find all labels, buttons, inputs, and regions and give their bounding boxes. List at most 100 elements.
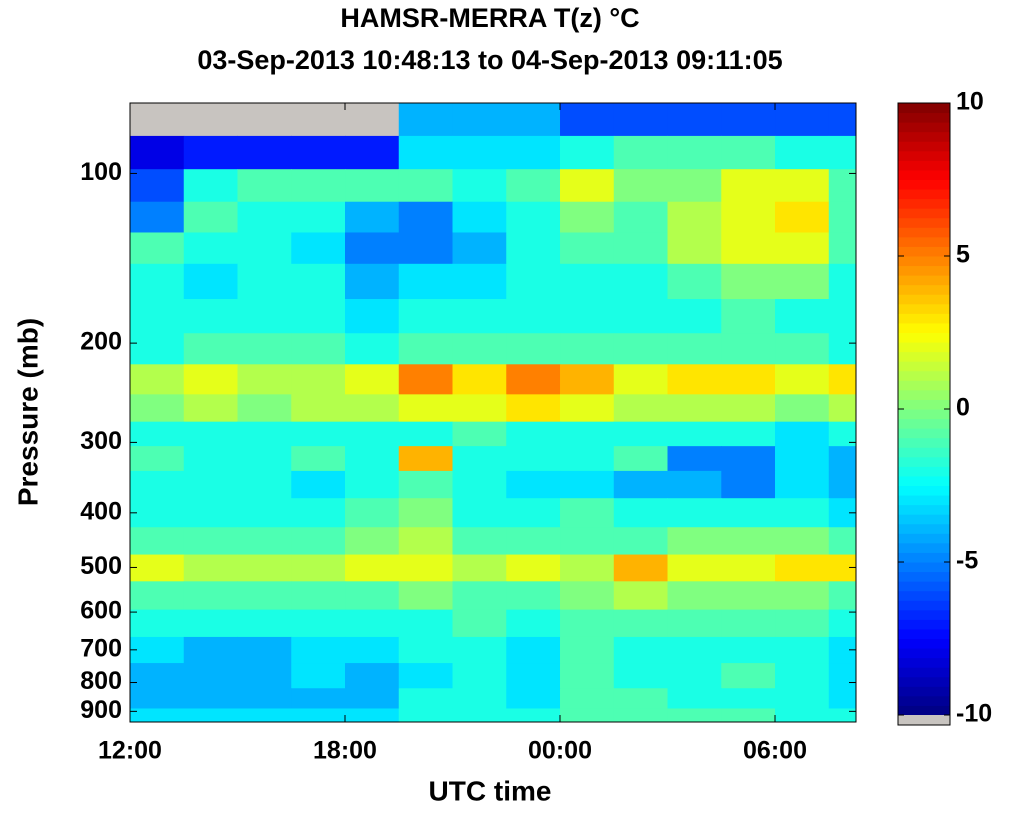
heat-cell bbox=[506, 581, 561, 611]
heat-cell bbox=[183, 470, 239, 499]
colorbar-slice bbox=[898, 514, 950, 525]
heat-cell bbox=[237, 394, 292, 423]
colorbar-slice bbox=[898, 628, 950, 639]
heat-cell bbox=[398, 333, 454, 365]
heat-cell bbox=[613, 688, 669, 709]
heat-cell bbox=[506, 636, 561, 664]
heat-cell bbox=[237, 581, 292, 611]
colorbar-slice bbox=[898, 552, 950, 563]
colorbar-missing bbox=[898, 715, 950, 725]
heat-cell bbox=[828, 446, 856, 472]
heat-cell bbox=[775, 333, 830, 365]
heat-cell bbox=[130, 554, 185, 582]
heat-cell bbox=[667, 554, 722, 582]
heat-cell bbox=[828, 688, 856, 709]
heat-cell bbox=[828, 708, 856, 722]
heat-cell bbox=[452, 333, 507, 365]
heat-cell bbox=[345, 299, 400, 334]
heat-cell bbox=[721, 609, 776, 638]
heat-cell bbox=[291, 554, 346, 582]
heat-cell bbox=[291, 446, 346, 472]
heat-cell bbox=[560, 333, 615, 365]
colorbar-tick-label: 0 bbox=[956, 394, 970, 422]
heat-cell bbox=[130, 446, 185, 472]
heat-cell bbox=[345, 688, 400, 709]
heat-cell bbox=[721, 201, 776, 233]
heat-cell bbox=[721, 688, 776, 709]
colorbar-slice bbox=[898, 399, 950, 410]
heat-cell bbox=[828, 394, 856, 423]
heat-cell bbox=[237, 232, 292, 265]
heat-cell bbox=[291, 394, 346, 423]
colorbar-slice bbox=[898, 447, 950, 458]
heat-cell bbox=[237, 135, 292, 170]
y-tick-label: 300 bbox=[80, 427, 122, 455]
colorbar-slice bbox=[898, 695, 950, 706]
y-tick-label: 700 bbox=[80, 634, 122, 662]
heat-cell bbox=[452, 688, 507, 709]
heat-cell bbox=[398, 688, 454, 709]
heat-cell bbox=[398, 421, 454, 447]
heat-cell bbox=[398, 708, 454, 722]
colorbar-slice bbox=[898, 284, 950, 295]
heat-cell bbox=[560, 299, 615, 334]
heat-cell bbox=[130, 232, 185, 265]
heat-cell bbox=[452, 103, 507, 137]
heat-cell bbox=[398, 299, 454, 334]
colorbar-slice bbox=[898, 179, 950, 190]
heat-cell bbox=[291, 527, 346, 556]
colorbar-slice bbox=[898, 676, 950, 687]
heat-cell bbox=[130, 201, 185, 233]
heat-cell bbox=[613, 364, 669, 395]
heat-cell bbox=[130, 421, 185, 447]
heat-cell bbox=[237, 688, 292, 709]
colorbar-slice bbox=[898, 332, 950, 343]
colorbar-slice bbox=[898, 485, 950, 496]
heat-cell bbox=[721, 232, 776, 265]
heat-cell bbox=[613, 394, 669, 423]
heat-cell bbox=[828, 201, 856, 233]
heat-cell bbox=[775, 421, 830, 447]
heat-cell bbox=[828, 263, 856, 300]
chart-subtitle: 03-Sep-2013 10:48:13 to 04-Sep-2013 09:1… bbox=[197, 45, 782, 75]
colorbar-slice bbox=[898, 495, 950, 506]
heat-cell bbox=[130, 333, 185, 365]
heat-cell bbox=[345, 333, 400, 365]
heatmap bbox=[130, 103, 856, 722]
colorbar-slice bbox=[898, 667, 950, 678]
heat-cell bbox=[183, 554, 239, 582]
heat-cell bbox=[506, 201, 561, 233]
heat-cell bbox=[183, 498, 239, 528]
heat-cell bbox=[237, 299, 292, 334]
heat-cell bbox=[183, 527, 239, 556]
heat-cell bbox=[828, 527, 856, 556]
heat-cell bbox=[775, 688, 830, 709]
colorbar-slice bbox=[898, 246, 950, 257]
x-tick-label: 00:00 bbox=[528, 737, 592, 765]
heat-cell bbox=[452, 708, 507, 722]
colorbar-slice bbox=[898, 160, 950, 171]
heat-cell bbox=[506, 688, 561, 709]
colorbar-slice bbox=[898, 418, 950, 429]
heat-cell bbox=[775, 609, 830, 638]
heat-cell bbox=[667, 581, 722, 611]
heat-cell bbox=[237, 527, 292, 556]
heat-cell bbox=[398, 169, 454, 203]
heat-cell bbox=[721, 394, 776, 423]
heat-cell bbox=[345, 708, 400, 722]
heat-cell bbox=[828, 169, 856, 203]
heat-cell bbox=[667, 609, 722, 638]
heat-cell bbox=[775, 527, 830, 556]
heat-cell bbox=[237, 169, 292, 203]
y-tick-label: 800 bbox=[80, 667, 122, 695]
colorbar-slice bbox=[898, 581, 950, 592]
heat-cell bbox=[398, 232, 454, 265]
heat-cell bbox=[291, 201, 346, 233]
heat-cell bbox=[398, 394, 454, 423]
heat-cell bbox=[452, 446, 507, 472]
heat-cell bbox=[345, 636, 400, 664]
heat-cell bbox=[291, 636, 346, 664]
y-tick-label: 600 bbox=[80, 597, 122, 625]
colorbar-slice bbox=[898, 169, 950, 180]
chart-title: HAMSR-MERRA T(z) °C bbox=[340, 3, 639, 33]
